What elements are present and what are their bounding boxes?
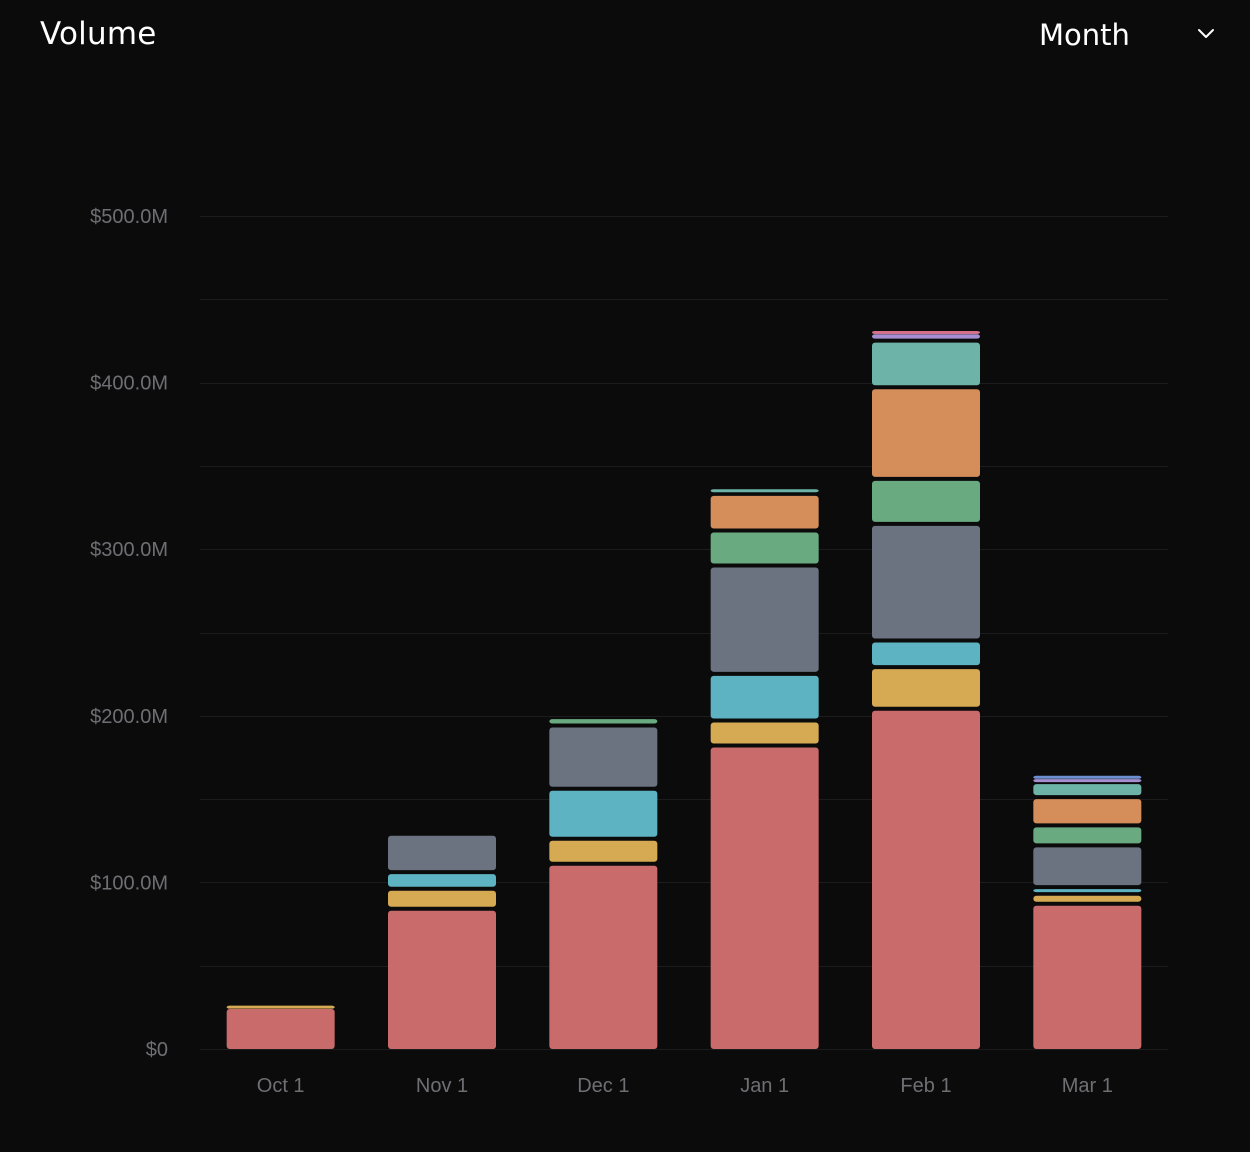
bar-segment[interactable] <box>549 840 658 862</box>
bar-segment[interactable] <box>226 1005 335 1009</box>
bar-segment[interactable] <box>388 910 496 1049</box>
bar-segment[interactable] <box>872 342 980 386</box>
bar-segment[interactable] <box>549 719 658 724</box>
x-tick-label: Mar 1 <box>1062 1075 1113 1097</box>
x-tick-label: Jan 1 <box>740 1075 789 1097</box>
y-tick-label: $200.0M <box>90 706 168 728</box>
bar-segment[interactable] <box>1033 905 1142 1049</box>
bar-segment[interactable] <box>710 722 819 744</box>
bar-segment[interactable] <box>1033 799 1142 824</box>
bar-segment[interactable] <box>388 890 496 907</box>
y-tick-label: $0 <box>146 1039 168 1061</box>
bar-segment[interactable] <box>872 669 980 707</box>
bar-segment[interactable] <box>872 334 980 339</box>
bar-segment[interactable] <box>1033 847 1142 886</box>
x-tick-label: Feb 1 <box>900 1075 951 1097</box>
bar-segment[interactable] <box>1033 827 1142 844</box>
bar-segment[interactable] <box>1033 775 1142 779</box>
bar-segment[interactable] <box>388 874 496 887</box>
x-tick-label: Nov 1 <box>416 1075 468 1097</box>
period-select[interactable]: Month <box>1018 14 1228 60</box>
bar-segment[interactable] <box>710 675 819 719</box>
y-tick-label: $300.0M <box>90 539 168 561</box>
bar-segment[interactable] <box>388 835 496 871</box>
bar-segment[interactable] <box>710 532 819 564</box>
bar-segment[interactable] <box>1033 779 1142 783</box>
x-tick-label: Dec 1 <box>577 1075 629 1097</box>
bar-segment[interactable] <box>549 865 658 1049</box>
bar-segment[interactable] <box>226 1009 335 1049</box>
period-select-value: Month <box>1039 18 1130 52</box>
bar-segment[interactable] <box>1033 895 1142 902</box>
x-tick-label: Oct 1 <box>257 1075 305 1097</box>
y-tick-label: $400.0M <box>90 373 168 395</box>
chart-title: Volume <box>40 16 157 52</box>
bar-segment[interactable] <box>1033 784 1142 796</box>
bar-segment[interactable] <box>710 489 819 493</box>
bar-segment[interactable] <box>872 330 980 334</box>
bar-segment[interactable] <box>872 525 980 639</box>
y-tick-label: $100.0M <box>90 872 168 894</box>
bar-segment[interactable] <box>872 710 980 1049</box>
bar-segment[interactable] <box>549 790 658 837</box>
bar-segment[interactable] <box>549 727 658 787</box>
bar-segment[interactable] <box>710 567 819 672</box>
bar-segment[interactable] <box>710 747 819 1049</box>
bar-segment[interactable] <box>710 495 819 529</box>
bar-segment[interactable] <box>872 480 980 522</box>
bar-segment[interactable] <box>872 642 980 666</box>
y-tick-label: $500.0M <box>90 206 168 228</box>
bar-segment[interactable] <box>872 389 980 477</box>
bar-segment[interactable] <box>1033 889 1142 893</box>
chevron-down-icon[interactable] <box>1196 24 1216 44</box>
